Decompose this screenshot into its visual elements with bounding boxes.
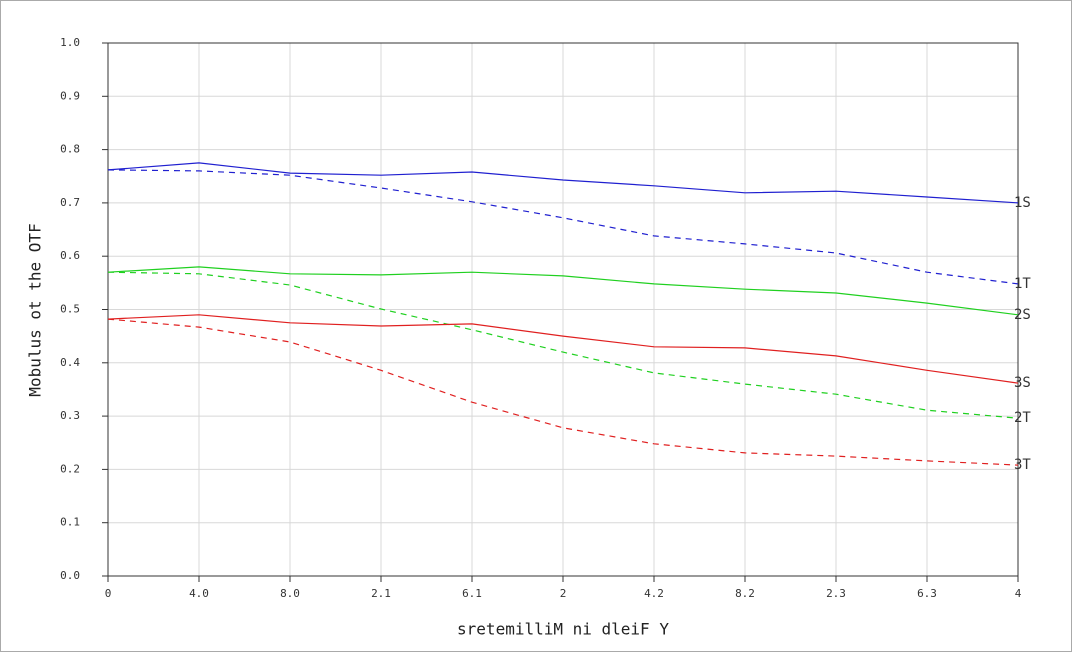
y-tick-label: 0.3 (60, 409, 80, 422)
y-tick-label: 0.7 (60, 196, 80, 209)
x-tick-label: 4.0 (189, 587, 209, 600)
y-tick-label: 0.4 (60, 356, 80, 369)
x-tick-label: 8.0 (280, 587, 300, 600)
series-line (107, 266, 1019, 316)
y-tick-label: 0.6 (60, 249, 80, 262)
y-tick-label: 0.2 (60, 462, 80, 475)
series-line (107, 318, 1019, 466)
series-line (107, 162, 1019, 204)
y-tick-label: 1.0 (60, 36, 80, 49)
y-tick-label: 0.0 (60, 569, 80, 582)
x-tick-label: 4 (1015, 587, 1022, 600)
y-tick-label: 0.5 (60, 303, 80, 316)
series-label: 2T (1014, 410, 1031, 426)
y-tick-label: 0.9 (60, 89, 80, 102)
y-tick-label: 0.8 (60, 143, 80, 156)
x-tick-label: 2 (560, 587, 567, 600)
series-label: 2S (1014, 307, 1031, 323)
series-line (107, 271, 1019, 419)
y-tick-label: 0.1 (60, 516, 80, 529)
x-tick-label: 6.3 (917, 587, 937, 600)
x-tick-label: 2.3 (826, 587, 846, 600)
x-tick-label: 6.1 (462, 587, 482, 600)
x-tick-label: 4.2 (644, 587, 664, 600)
x-tick-label: 2.1 (371, 587, 391, 600)
series-label: 3S (1014, 375, 1031, 391)
series-label: 1T (1014, 276, 1031, 292)
x-axis-title: sretemilliM ni dleiF Y (457, 620, 669, 639)
series-line (107, 314, 1019, 384)
x-tick-label: 8.2 (735, 587, 755, 600)
plot-frame (107, 42, 1019, 577)
series-label: 3T (1014, 457, 1031, 473)
x-tick-label: 0 (105, 587, 112, 600)
series-label: 1S (1014, 195, 1031, 211)
y-axis-title: Mobulus ot the OTF (26, 223, 45, 396)
